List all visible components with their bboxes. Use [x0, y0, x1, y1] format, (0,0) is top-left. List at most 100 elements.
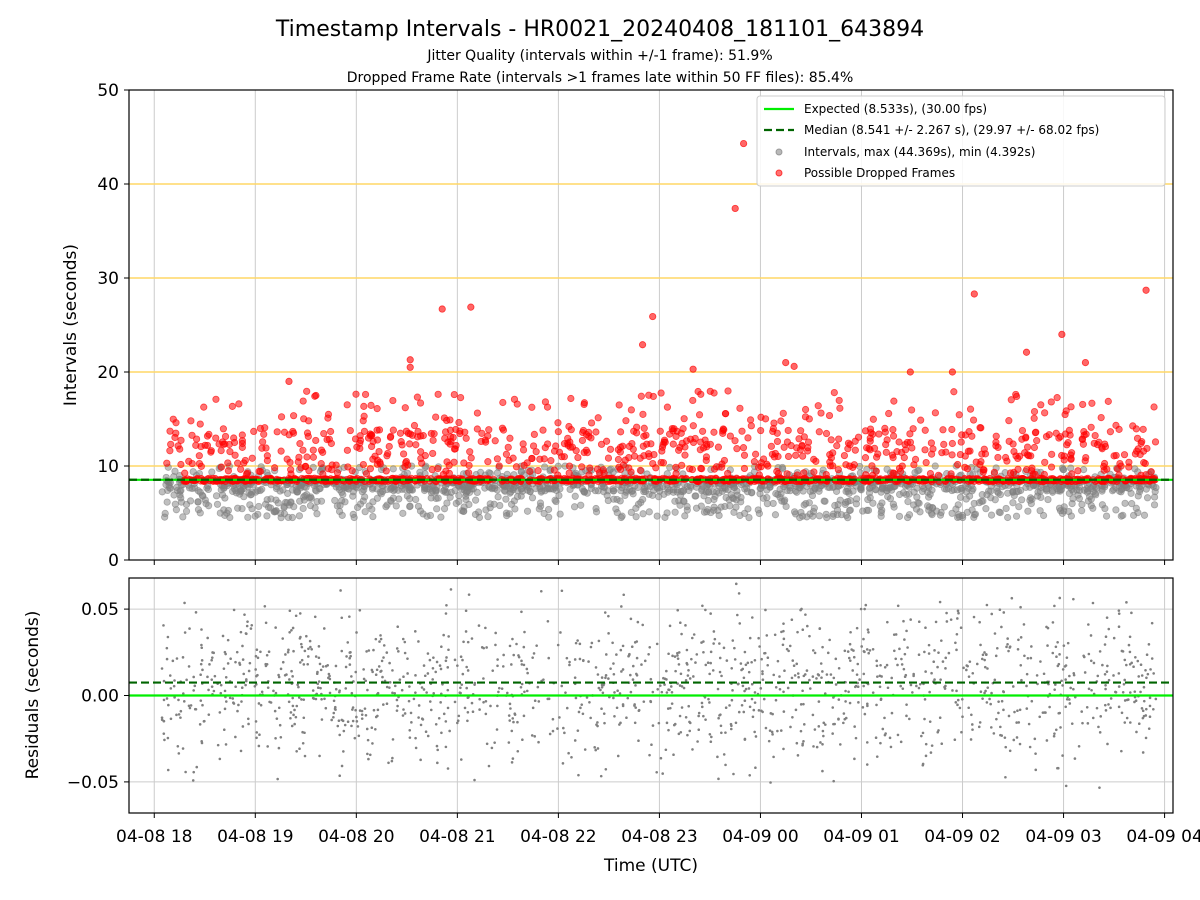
residual-point — [378, 640, 381, 643]
residual-point — [1056, 664, 1060, 668]
residual-point — [466, 710, 470, 714]
dropped-frame-point — [238, 431, 246, 439]
dropped-frame-point — [217, 463, 226, 471]
residual-point — [288, 630, 291, 634]
residual-point — [417, 640, 420, 643]
residual-point — [886, 620, 889, 624]
residual-point — [318, 662, 322, 666]
intervals-y-tick-label: 30 — [97, 269, 119, 289]
residual-point — [525, 689, 529, 693]
interval-point — [383, 501, 391, 509]
residual-point — [192, 689, 195, 692]
interval-point — [263, 512, 271, 520]
residual-point — [724, 731, 727, 734]
residual-point — [629, 673, 632, 677]
interval-point — [315, 485, 323, 493]
residual-point — [813, 651, 817, 655]
residual-point — [332, 711, 336, 715]
interval-point — [954, 501, 962, 509]
dropped-frame-point — [504, 443, 512, 451]
residual-point — [998, 608, 1002, 612]
dropped-frame-point — [890, 469, 898, 477]
residual-point — [867, 651, 871, 655]
interval-point — [507, 500, 516, 508]
residual-point — [848, 642, 852, 646]
residual-point — [778, 675, 781, 678]
residual-point — [377, 665, 381, 668]
dropped-frame-point — [660, 438, 668, 446]
residual-point — [966, 664, 969, 668]
residual-point — [267, 650, 271, 654]
dropped-frame-point — [1138, 438, 1146, 446]
residual-point — [531, 706, 535, 710]
dropped-frame-point — [969, 416, 978, 424]
residual-point — [526, 671, 529, 675]
dropped-frame-point — [1030, 414, 1038, 422]
residual-point — [878, 685, 882, 689]
residual-point — [255, 731, 259, 734]
residual-point — [734, 721, 738, 725]
residual-point — [984, 689, 987, 693]
residual-point — [1123, 721, 1127, 724]
dropped-frame-point — [200, 403, 208, 411]
residual-point — [923, 717, 926, 721]
residual-point — [1019, 636, 1023, 639]
dropped-frame-point — [1022, 434, 1030, 442]
residual-point — [680, 706, 684, 709]
residual-point — [281, 660, 285, 664]
residual-point — [406, 657, 409, 660]
residual-point — [945, 611, 948, 615]
dropped-frame-point — [1005, 437, 1013, 445]
dropped-frame-point — [375, 447, 383, 456]
residuals-reference-lines — [129, 681, 1173, 697]
dropped-frame-point — [1052, 429, 1060, 437]
dropped-frame-point — [396, 429, 405, 437]
x-tick-label: 04-09 04 — [1126, 827, 1200, 847]
residual-point — [1148, 696, 1152, 700]
residual-point — [967, 675, 971, 678]
residual-point — [1057, 711, 1061, 715]
residual-point — [255, 736, 258, 740]
dropped-frame-point — [805, 415, 813, 423]
residual-point — [729, 722, 733, 726]
residual-point — [269, 701, 273, 704]
dropped-frame-outlier — [731, 204, 739, 213]
residual-point — [1042, 672, 1046, 676]
interval-point — [203, 484, 211, 492]
dropped-frame-point — [240, 459, 248, 467]
residual-point — [497, 686, 501, 690]
residual-point — [1004, 775, 1007, 779]
residual-point — [795, 741, 799, 745]
residual-point — [637, 708, 641, 712]
residual-point — [223, 650, 227, 654]
residual-point — [796, 754, 800, 757]
residual-point — [1128, 635, 1132, 639]
interval-point — [1128, 500, 1136, 508]
residual-point — [484, 626, 487, 630]
residual-point — [162, 679, 166, 683]
interval-point — [517, 492, 525, 500]
intervals-y-tick-label: 0 — [108, 551, 119, 571]
residual-point — [574, 641, 578, 645]
interval-point — [194, 498, 202, 506]
residual-point — [465, 686, 469, 690]
residual-point — [236, 709, 239, 713]
residual-point — [547, 697, 551, 701]
dropped-frame-point — [495, 462, 503, 470]
dropped-frame-point — [710, 428, 718, 436]
dropped-frame-point — [554, 419, 562, 427]
residual-point — [805, 669, 809, 672]
residual-point — [314, 655, 318, 658]
residual-point — [237, 703, 240, 707]
interval-point — [671, 497, 679, 505]
residual-point — [669, 685, 673, 688]
residual-point — [311, 689, 315, 692]
residual-point — [485, 646, 488, 649]
dropped-frame-point — [948, 425, 956, 434]
residual-point — [417, 716, 420, 719]
residual-point — [832, 676, 836, 680]
residual-point — [1046, 644, 1049, 647]
dropped-frame-point — [764, 462, 772, 470]
residual-point — [1072, 671, 1076, 675]
